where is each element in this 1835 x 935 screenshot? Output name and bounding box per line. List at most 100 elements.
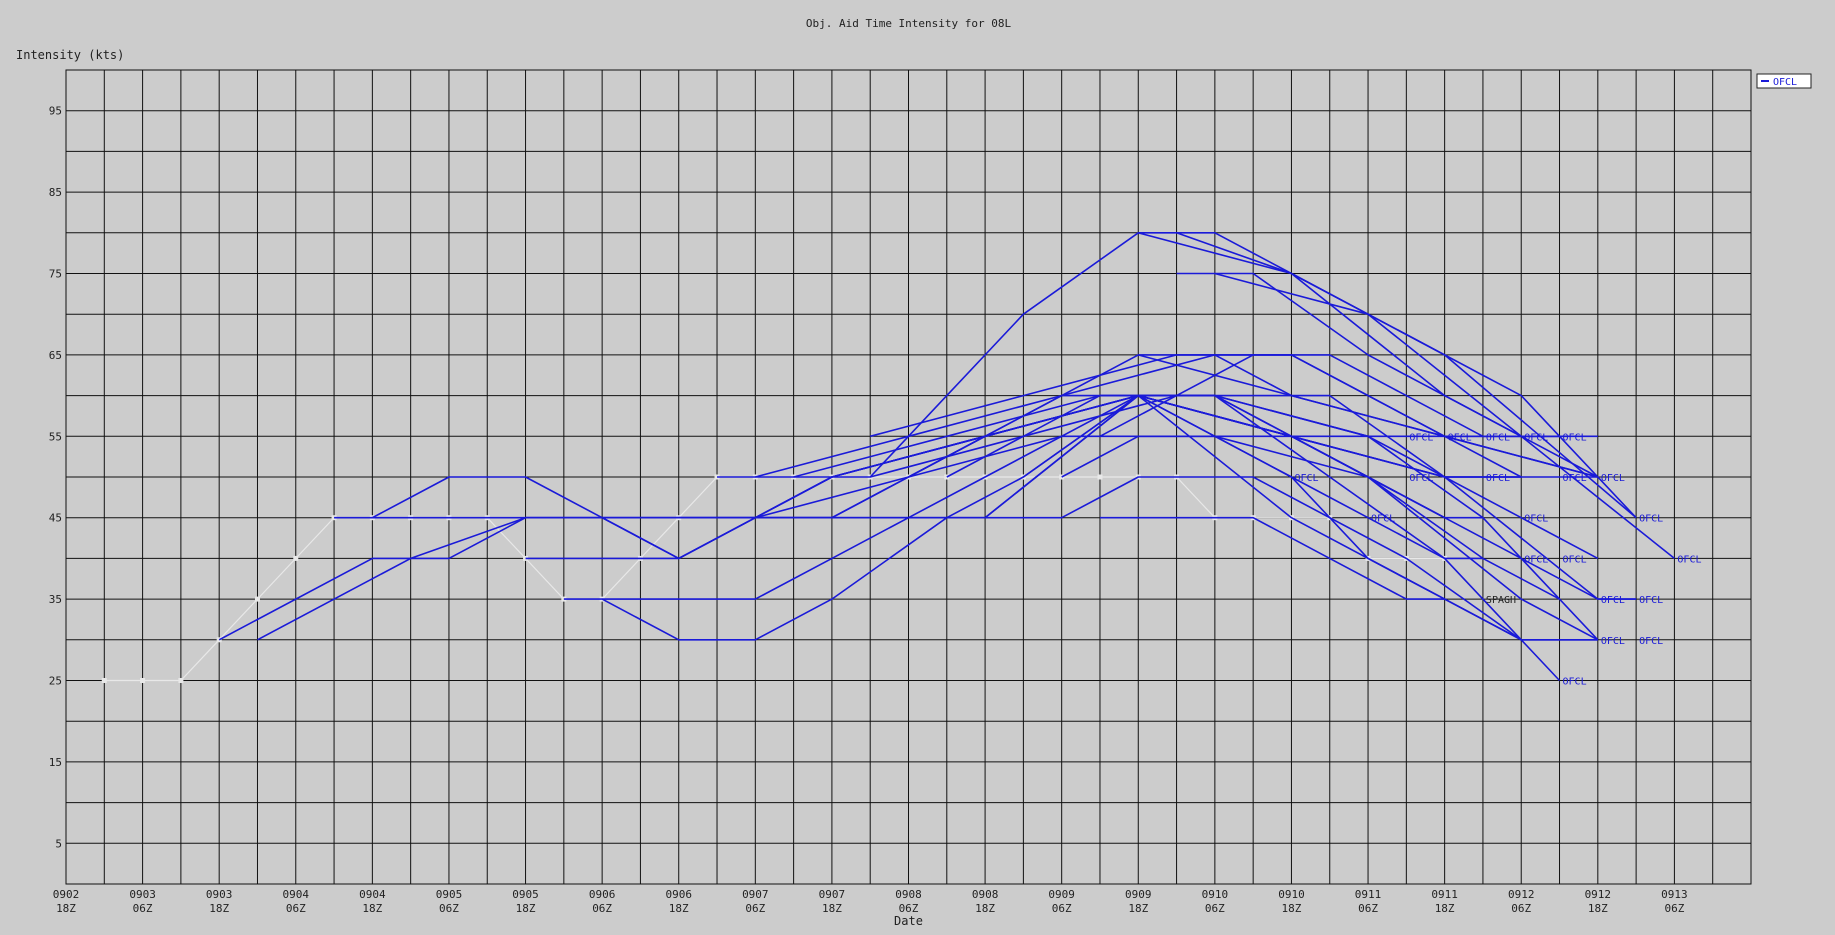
forecast-line-ofcl xyxy=(869,354,1522,478)
x-tick-date: 0906 xyxy=(665,888,692,901)
x-tick-date: 0909 xyxy=(1125,888,1152,901)
forecast-label: OFCL xyxy=(1639,595,1663,606)
x-tick-date: 0909 xyxy=(1048,888,1075,901)
x-tick-date: 0904 xyxy=(283,888,310,901)
best-track-point xyxy=(293,555,299,561)
best-track-point xyxy=(178,678,184,683)
forecast-label: OFCL xyxy=(1639,514,1663,525)
x-tick-hour: 18Z xyxy=(1128,902,1148,915)
forecast-line-ofcl xyxy=(1214,272,1637,519)
legend-item-ofcl: OFCL xyxy=(1773,77,1797,88)
forecast-label: OFCL xyxy=(1524,432,1548,443)
x-tick-date: 0906 xyxy=(589,888,616,901)
x-tick-date: 0905 xyxy=(512,888,539,901)
best-track-point xyxy=(254,596,260,602)
forecast-label: OFCL xyxy=(1524,514,1548,525)
y-tick-label: 85 xyxy=(49,186,62,199)
x-axis-label: Date xyxy=(894,914,923,928)
y-tick-label: 75 xyxy=(49,268,62,281)
x-tick-hour: 06Z xyxy=(286,902,306,915)
y-tick-label: 45 xyxy=(49,512,62,525)
x-tick-date: 0910 xyxy=(1278,888,1305,901)
forecast-label: OFCL xyxy=(1486,473,1510,484)
forecast-label: SPAGH xyxy=(1486,595,1516,606)
x-tick-date: 0912 xyxy=(1508,888,1535,901)
y-tick-label: 55 xyxy=(49,430,62,443)
forecast-label: OFCL xyxy=(1677,554,1701,565)
y-tick-labels: 5 15 25 35 45 55 65 75 85 95 xyxy=(49,105,62,851)
forecast-label: OFCL xyxy=(1601,473,1625,484)
forecast-label: OFCL xyxy=(1601,595,1625,606)
x-tick-hour: 06Z xyxy=(899,902,919,915)
x-tick-date: 0903 xyxy=(206,888,233,901)
x-tick-hour: 18Z xyxy=(975,902,995,915)
forecast-label: OFCL xyxy=(1486,432,1510,443)
x-tick-hour: 18Z xyxy=(362,902,382,915)
x-tick-date: 0912 xyxy=(1585,888,1612,901)
forecast-label: OFCL xyxy=(1448,432,1472,443)
x-tick-date: 0903 xyxy=(129,888,156,901)
x-tick-date: 0908 xyxy=(972,888,999,901)
chart-title: Obj. Aid Time Intensity for 08L xyxy=(806,17,1012,30)
y-tick-label: 35 xyxy=(49,593,62,606)
forecast-line-ofcl xyxy=(1099,516,1522,641)
x-tick-hour: 06Z xyxy=(1052,902,1072,915)
x-tick-hour: 06Z xyxy=(1205,902,1225,915)
best-track-point xyxy=(101,678,107,683)
forecast-end-labels: OFCL OFCL OFCL OFCL OFCL OFCL OFCL OFCL OFCL OFCL… xyxy=(1294,432,1701,687)
forecast-series xyxy=(218,232,1675,682)
x-tick-hour: 06Z xyxy=(439,902,459,915)
x-tick-labels: 090218Z090306Z090318Z090406Z090418Z09050… xyxy=(53,888,1688,915)
x-tick-hour: 18Z xyxy=(1588,902,1608,915)
x-tick-hour: 18Z xyxy=(516,902,536,915)
forecast-label: OFCL xyxy=(1563,432,1587,443)
x-tick-date: 0911 xyxy=(1431,888,1458,901)
forecast-label: OFCL xyxy=(1601,636,1625,647)
legend[interactable]: OFCL xyxy=(1756,73,1812,89)
y-tick-label: 65 xyxy=(49,349,62,362)
x-tick-hour: 18Z xyxy=(669,902,689,915)
x-tick-date: 0902 xyxy=(53,888,80,901)
forecast-line-ofcl xyxy=(908,394,1599,641)
legend-box xyxy=(1756,73,1812,89)
y-tick-label: 5 xyxy=(55,837,62,850)
x-tick-hour: 06Z xyxy=(1664,902,1684,915)
x-tick-date: 0911 xyxy=(1355,888,1382,901)
forecast-line-ofcl xyxy=(755,435,1560,600)
x-tick-hour: 18Z xyxy=(209,902,229,915)
x-tick-date: 0908 xyxy=(895,888,922,901)
y-tick-label: 25 xyxy=(49,675,62,688)
x-tick-date: 0913 xyxy=(1661,888,1688,901)
x-tick-hour: 18Z xyxy=(56,902,76,915)
x-tick-hour: 18Z xyxy=(1435,902,1455,915)
forecast-label: OFCL xyxy=(1563,554,1587,565)
forecast-label: OFCL xyxy=(1639,636,1663,647)
x-tick-date: 0905 xyxy=(436,888,463,901)
y-tick-label: 95 xyxy=(49,105,62,118)
x-tick-hour: 06Z xyxy=(133,902,153,915)
x-tick-date: 0904 xyxy=(359,888,386,901)
x-tick-date: 0907 xyxy=(819,888,846,901)
x-tick-hour: 06Z xyxy=(1358,902,1378,915)
y-axis-label: Intensity (kts) xyxy=(16,48,124,62)
x-tick-date: 0907 xyxy=(742,888,769,901)
forecast-label: OFCL xyxy=(1524,554,1548,565)
forecast-line-ofcl xyxy=(1176,272,1599,478)
y-tick-label: 15 xyxy=(49,756,62,769)
forecast-label: OFCL xyxy=(1409,473,1433,484)
x-tick-hour: 06Z xyxy=(745,902,765,915)
x-tick-hour: 06Z xyxy=(592,902,612,915)
forecast-label: OFCL xyxy=(1409,432,1433,443)
x-tick-hour: 18Z xyxy=(1282,902,1302,915)
x-tick-date: 0910 xyxy=(1202,888,1229,901)
best-track-point xyxy=(140,678,146,683)
forecast-label: OFCL xyxy=(1563,677,1587,688)
x-tick-hour: 06Z xyxy=(1511,902,1531,915)
best-track-point xyxy=(1097,474,1103,480)
x-tick-hour: 18Z xyxy=(822,902,842,915)
forecast-label: OFCL xyxy=(1563,473,1587,484)
forecast-label: OFCL xyxy=(1294,473,1318,484)
